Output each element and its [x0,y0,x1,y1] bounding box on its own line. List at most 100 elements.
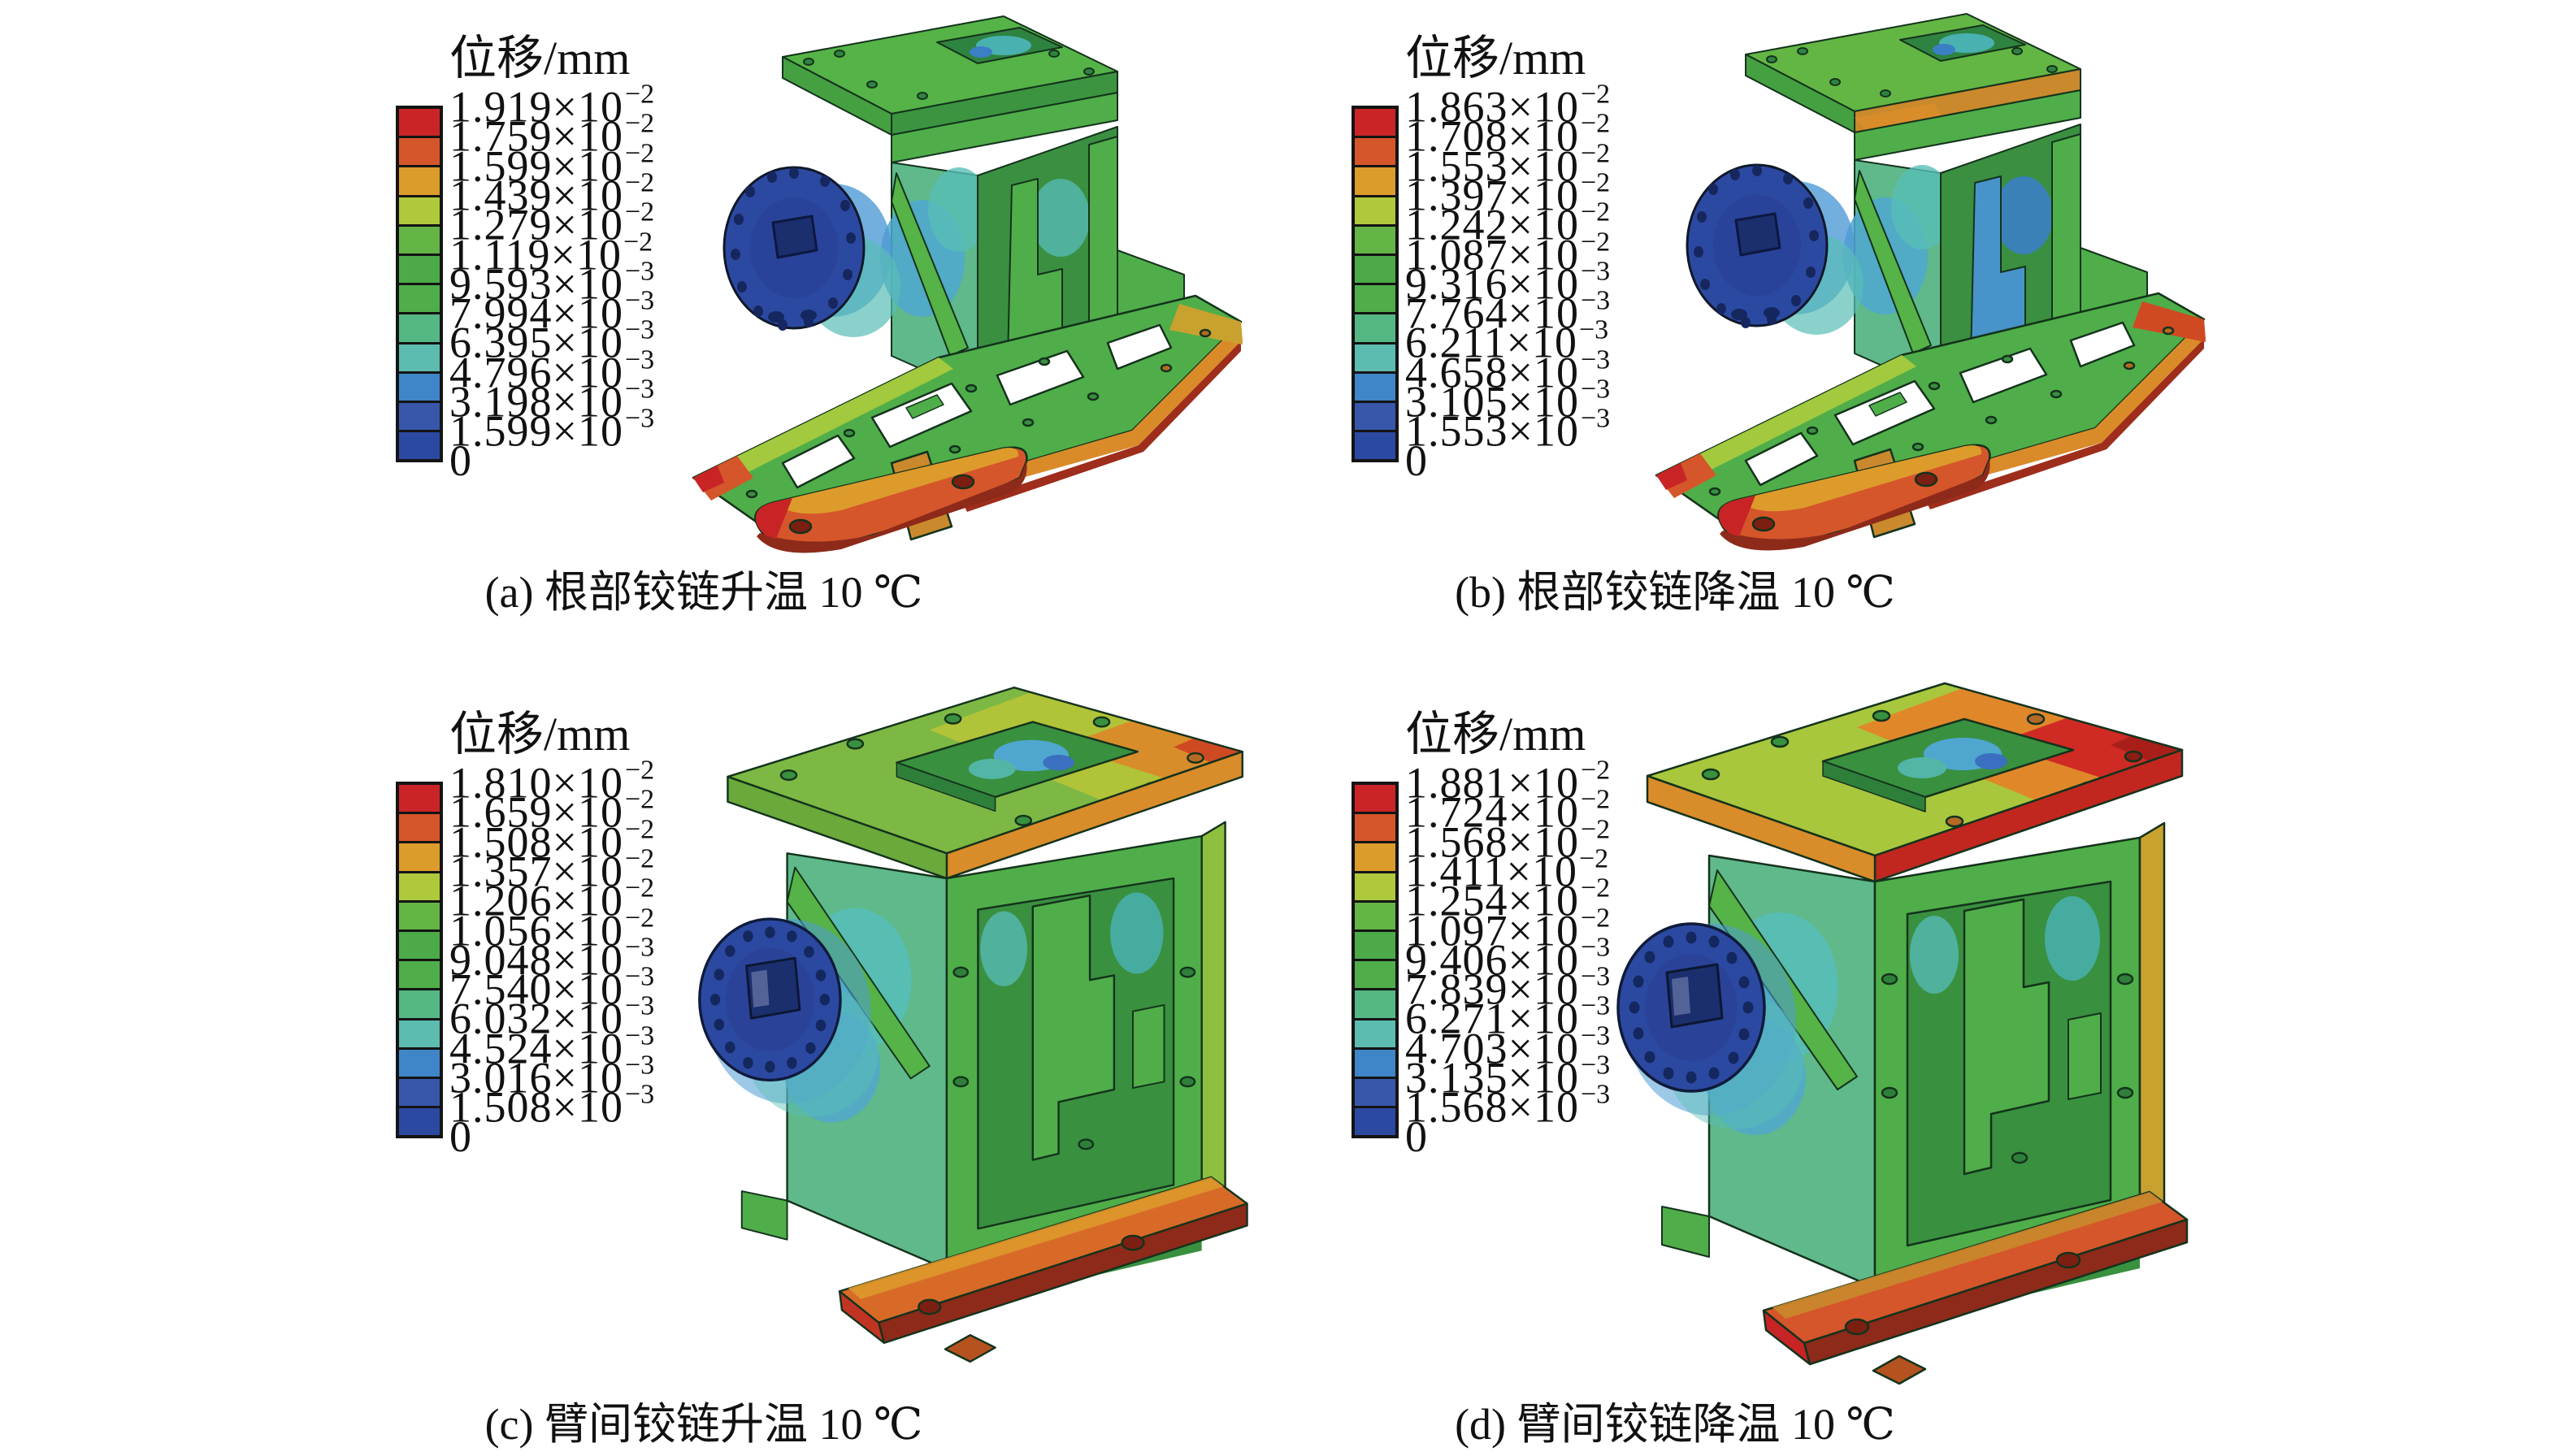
colorbar-tick-label: 1.508×10−2 [449,813,655,866]
base-rail [838,1176,1248,1363]
colorbar [1352,782,1399,1139]
colorbar-tick-label: 9.048×10−3 [449,932,655,985]
colorbar-tick-label: 1.087×10−2 [1405,226,1611,279]
colorbar-swatch [1355,931,1395,962]
colorbar-swatch [1355,843,1395,873]
colorbar-tick-label: 7.839×10−3 [1405,961,1611,1014]
colorbar [396,782,443,1139]
colorbar-tick-label: 1.397×10−2 [1405,167,1611,220]
colorbar-swatch [399,255,440,286]
colorbar-swatch [1355,873,1395,903]
colorbar-tick-label: 1.568×10−3 [1405,1079,1611,1132]
colorbar-tick-label: 3.135×10−3 [1405,1050,1611,1103]
colorbar-swatch [399,1020,440,1050]
frame-body [740,821,1226,1311]
colorbar-swatch [399,1049,440,1079]
colorbar-tick-label: 1.411×10−2 [1405,843,1609,896]
colorbar-swatch [399,138,440,168]
colorbar-tick-label: 1.242×10−2 [1405,197,1611,249]
fea-model-interarm-hinge-heated [698,687,1248,1363]
colorbar-swatch [1355,373,1395,403]
colorbar-swatch [399,961,440,991]
colorbar-tick-label: 1.357×10−2 [449,843,655,896]
colorbar-swatch [1355,138,1395,168]
top-flange-plate [727,687,1243,880]
colorbar-swatch [399,785,440,815]
colorbar-tick-label: 1.568×10−2 [1405,813,1611,866]
colorbar-swatch [399,197,440,227]
colorbar-tick-label: 1.881×10−2 [1405,755,1611,808]
colorbar-tick-label: 1.659×10−2 [449,784,655,837]
colorbar-swatch [1355,167,1395,197]
colorbar-tick-label: 0 [1405,1112,1428,1161]
panel-caption-d: (d) 臂间铰链降温 10 ℃ [1455,1400,1895,1449]
base-rail [1717,444,1991,551]
hinge-hub-flange [1686,163,1864,335]
colorbar-swatch [1355,1020,1395,1050]
colorbar-swatch [399,1108,440,1136]
colorbar-swatch [1355,1108,1395,1136]
colorbar-legend-c: 位移/mm 1.810×10−2 1.659×10−2 1.508×10−2 1.35… [396,708,851,1261]
colorbar-swatch [1355,785,1395,815]
colorbar-tick-label: 4.658×10−3 [1405,344,1611,397]
colorbar-swatch [399,314,440,344]
legend-title: 位移/mm [449,32,631,84]
frame-body [782,15,1185,399]
hinge-hub-flange [722,166,900,337]
colorbar-swatch [1355,344,1395,374]
fea-model-interarm-hinge-cooled [1616,682,2189,1385]
colorbar-tick-label: 1.097×10−2 [1405,902,1611,955]
colorbar-swatch [1355,402,1395,433]
colorbar-legend-d: 位移/mm 1.881×10−2 1.724×10−2 1.568×10−2 1.41… [1352,708,1807,1261]
colorbar-swatch [399,873,440,903]
colorbar-tick-label: 4.524×10−3 [449,1020,655,1073]
colorbar-tick-label: 3.105×10−3 [1405,374,1611,427]
colorbar-swatch [1355,990,1395,1020]
colorbar-tick-label: 7.764×10−3 [1405,285,1611,338]
colorbar-tick-label: 7.994×10−3 [449,285,655,338]
colorbar-tick-label: 1.508×10−3 [449,1079,655,1132]
colorbar-swatch [1355,432,1395,460]
colorbar-tick-label: 1.724×10−2 [1405,784,1611,837]
colorbar-tick-label: 4.703×10−3 [1405,1020,1611,1073]
colorbar-swatch [1355,314,1395,344]
colorbar-tick-labels: 1.863×10−2 1.708×10−2 1.553×10−2 1.397×10−2… [1352,32,1807,585]
panel-caption-b: (b) 根部铰链降温 10 ℃ [1455,568,1895,617]
colorbar-tick-label: 6.211×10−3 [1405,314,1609,367]
colorbar-tick-label: 9.316×10−3 [1405,256,1611,309]
colorbar [396,106,443,463]
colorbar-tick-label: 1.206×10−2 [449,873,655,925]
colorbar-swatch [399,373,440,403]
colorbar-tick-label: 1.553×10−3 [1405,403,1611,456]
colorbar-tick-label: 1.863×10−2 [1405,79,1611,132]
colorbar-swatch [1355,255,1395,286]
colorbar-tick-label: 7.540×10−3 [449,961,655,1014]
colorbar-legend-b: 位移/mm 1.863×10−2 1.708×10−2 1.553×10−2 1.39… [1352,32,1807,585]
colorbar-swatch [1355,109,1395,139]
colorbar-tick-label: 1.056×10−2 [449,902,655,955]
colorbar-tick-label: 1.119×10−2 [449,226,653,279]
colorbar-tick-labels: 1.810×10−2 1.659×10−2 1.508×10−2 1.357×10−2… [396,708,851,1261]
colorbar-tick-label: 1.599×10−2 [449,137,655,190]
colorbar-tick-label: 1.759×10−2 [449,108,655,161]
colorbar-swatch [1355,814,1395,844]
panel-caption-c: (c) 臂间铰链升温 10 ℃ [484,1400,923,1449]
colorbar [1352,106,1399,463]
colorbar-swatch [399,402,440,433]
colorbar-tick-label: 1.439×10−2 [449,167,655,220]
colorbar-swatch [399,285,440,315]
colorbar-tick-labels: 1.919×10−2 1.759×10−2 1.599×10−2 1.439×10−2… [396,32,851,585]
colorbar-swatch [399,843,440,873]
colorbar-tick-label: 1.599×10−3 [449,403,655,456]
colorbar-tick-label: 6.032×10−3 [449,990,655,1043]
colorbar-swatch [399,226,440,256]
colorbar-swatch [399,931,440,962]
colorbar-swatch [1355,1078,1395,1109]
legend-title: 位移/mm [449,708,631,760]
hinge-hub-flange [1616,922,1804,1129]
colorbar-tick-label: 4.796×10−3 [449,344,655,397]
colorbar-tick-label: 3.016×10−3 [449,1050,655,1103]
colorbar-swatch [1355,197,1395,227]
top-flange-plate [1646,682,2184,883]
